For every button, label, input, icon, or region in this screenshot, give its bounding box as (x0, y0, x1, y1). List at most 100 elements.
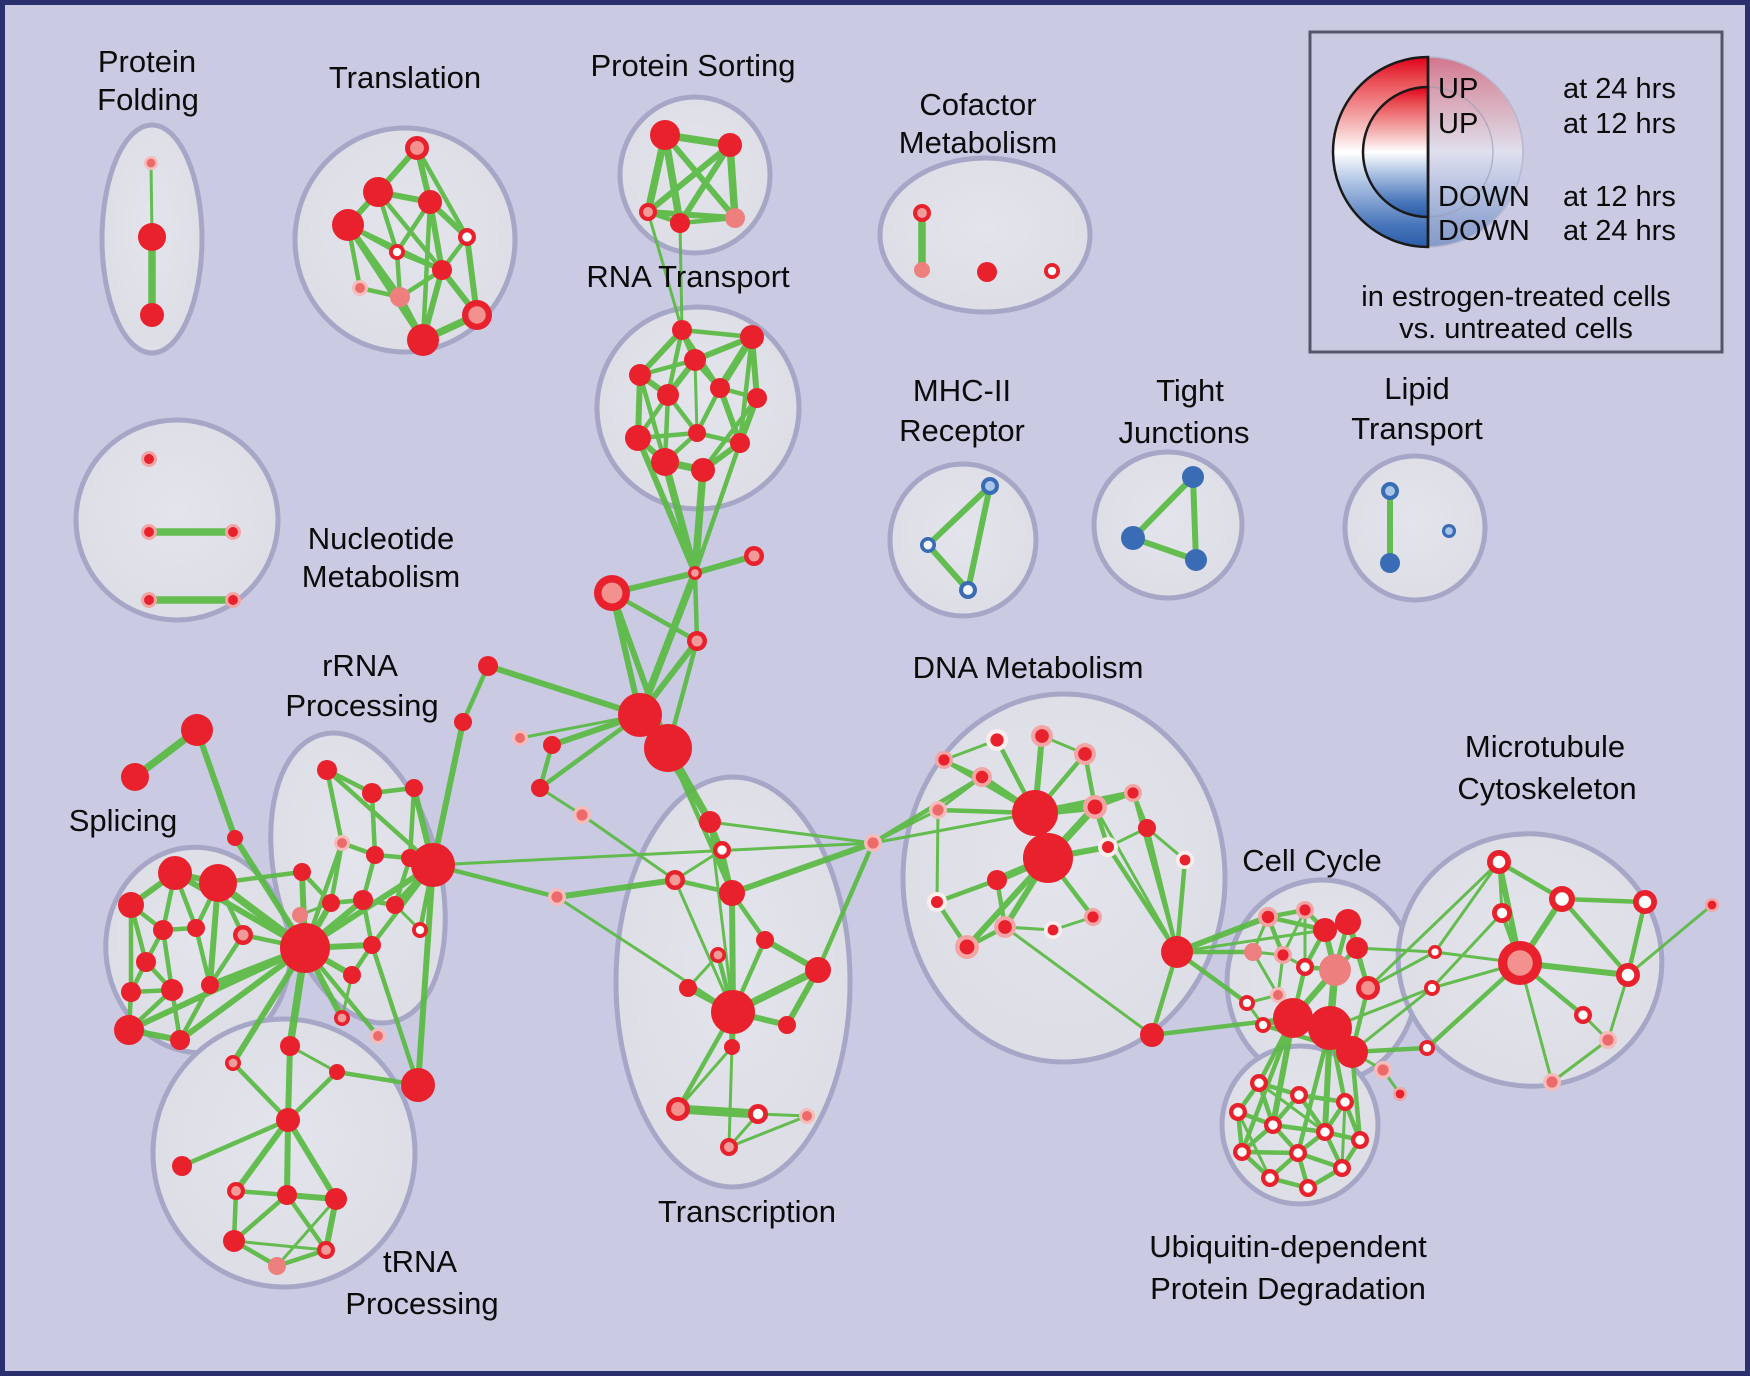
edge (369, 942, 421, 1088)
node-ringwhite (1549, 886, 1575, 912)
cluster-ellipse-tight-junctions (1091, 449, 1245, 601)
node-core (717, 845, 727, 855)
node-pinkring (1258, 907, 1278, 927)
node-core (1294, 1090, 1304, 1100)
node-pink (268, 1257, 286, 1275)
node-core (923, 540, 933, 550)
edge (415, 862, 436, 1088)
cluster-label-tight-junctions: Tight (1156, 373, 1224, 408)
node-core (691, 569, 699, 577)
node-red (118, 892, 144, 918)
node-core (146, 158, 156, 168)
node-ring (317, 760, 337, 780)
node-pinkring (1705, 898, 1719, 912)
node-red (644, 724, 692, 772)
legend-time-label: at 24 hrs (1563, 215, 1676, 247)
node-ringwhite (1296, 958, 1314, 976)
node-core (144, 527, 154, 537)
cluster-label-rrna-processing: Processing (285, 688, 438, 723)
node-ring (1023, 833, 1073, 883)
node-ringwhite (1351, 1131, 1369, 1149)
node-core (998, 920, 1012, 934)
node-pinkring (1296, 901, 1314, 919)
edge (232, 1239, 328, 1252)
cluster-label-splicing: Splicing (69, 803, 178, 838)
node-pinkring (141, 451, 157, 467)
cluster-ellipse-nucleotide-metabolism (73, 417, 281, 623)
node-core (932, 804, 944, 816)
node-ring (710, 378, 730, 398)
node-ring (363, 936, 381, 954)
cluster-ellipse-mhc-ii-receptor (887, 461, 1039, 619)
node-pink (292, 907, 308, 923)
node-ring (268, 1257, 286, 1275)
legend-caption: in estrogen-treated cells (1361, 281, 1671, 313)
edge (1626, 903, 1714, 977)
edge (1550, 1038, 1610, 1084)
edge (871, 811, 1037, 845)
edge (700, 395, 760, 473)
node-redpink (462, 300, 492, 330)
node-bluewhite (920, 537, 936, 553)
node-ring (778, 1016, 796, 1034)
node-core (1242, 998, 1252, 1008)
edge (414, 145, 470, 240)
node-ring (227, 830, 243, 846)
node-ring (672, 320, 692, 340)
edge (324, 767, 436, 868)
node-ring (650, 120, 680, 150)
node-pinkhalo (929, 801, 947, 819)
node-core (1047, 924, 1059, 936)
node-red (158, 856, 192, 890)
node-ring (158, 856, 192, 890)
node-pinkhalo (573, 806, 591, 824)
node-red (987, 870, 1007, 890)
edge (645, 209, 738, 221)
node-core (1361, 981, 1375, 995)
legend-ring-inner-faded (1427, 86, 1494, 218)
node-core (415, 925, 425, 935)
node-ring (914, 262, 930, 278)
cluster-label-cell-cycle: Cell Cycle (1242, 843, 1382, 878)
node-ringwhite (1255, 1017, 1271, 1033)
node-core (1078, 747, 1092, 761)
cluster-label-microtubule-cytoskeleton: Cytoskeleton (1457, 771, 1636, 806)
edge (727, 1114, 809, 1149)
node-core (1492, 855, 1506, 869)
edge (661, 458, 699, 577)
node-red (405, 779, 423, 797)
edge (580, 813, 677, 882)
node-pinkring (1393, 1087, 1407, 1101)
node-ring (322, 894, 340, 912)
node-core (691, 635, 703, 647)
node-ring (670, 213, 690, 233)
node-ring (276, 1108, 300, 1132)
node-pink (914, 262, 930, 278)
edge (678, 221, 684, 332)
node-ringwhite (1044, 263, 1060, 279)
edge (1625, 899, 1648, 978)
node-red (747, 388, 767, 408)
node-ring (1138, 819, 1156, 837)
node-red (691, 458, 715, 482)
node-core (1337, 1163, 1347, 1173)
node-pinkhalo (864, 834, 882, 852)
node-pinkhalo (1543, 1073, 1561, 1091)
node-red (710, 378, 730, 398)
legend-direction-label: UP (1438, 108, 1478, 140)
node-ring (1244, 943, 1262, 961)
node-redpink (666, 1097, 690, 1121)
node-red (187, 919, 205, 937)
node-ring (172, 1156, 192, 1176)
node-ringpink (639, 203, 657, 221)
node-red (1138, 819, 1156, 837)
node-core (1355, 1135, 1365, 1145)
node-core (643, 207, 653, 217)
edge (1236, 1110, 1272, 1180)
edge (676, 1045, 734, 1111)
edge (1239, 1149, 1301, 1156)
node-red (1308, 1006, 1352, 1050)
node-red (223, 1230, 245, 1252)
node-blue (1380, 553, 1400, 573)
node-ringwhite (458, 228, 476, 246)
